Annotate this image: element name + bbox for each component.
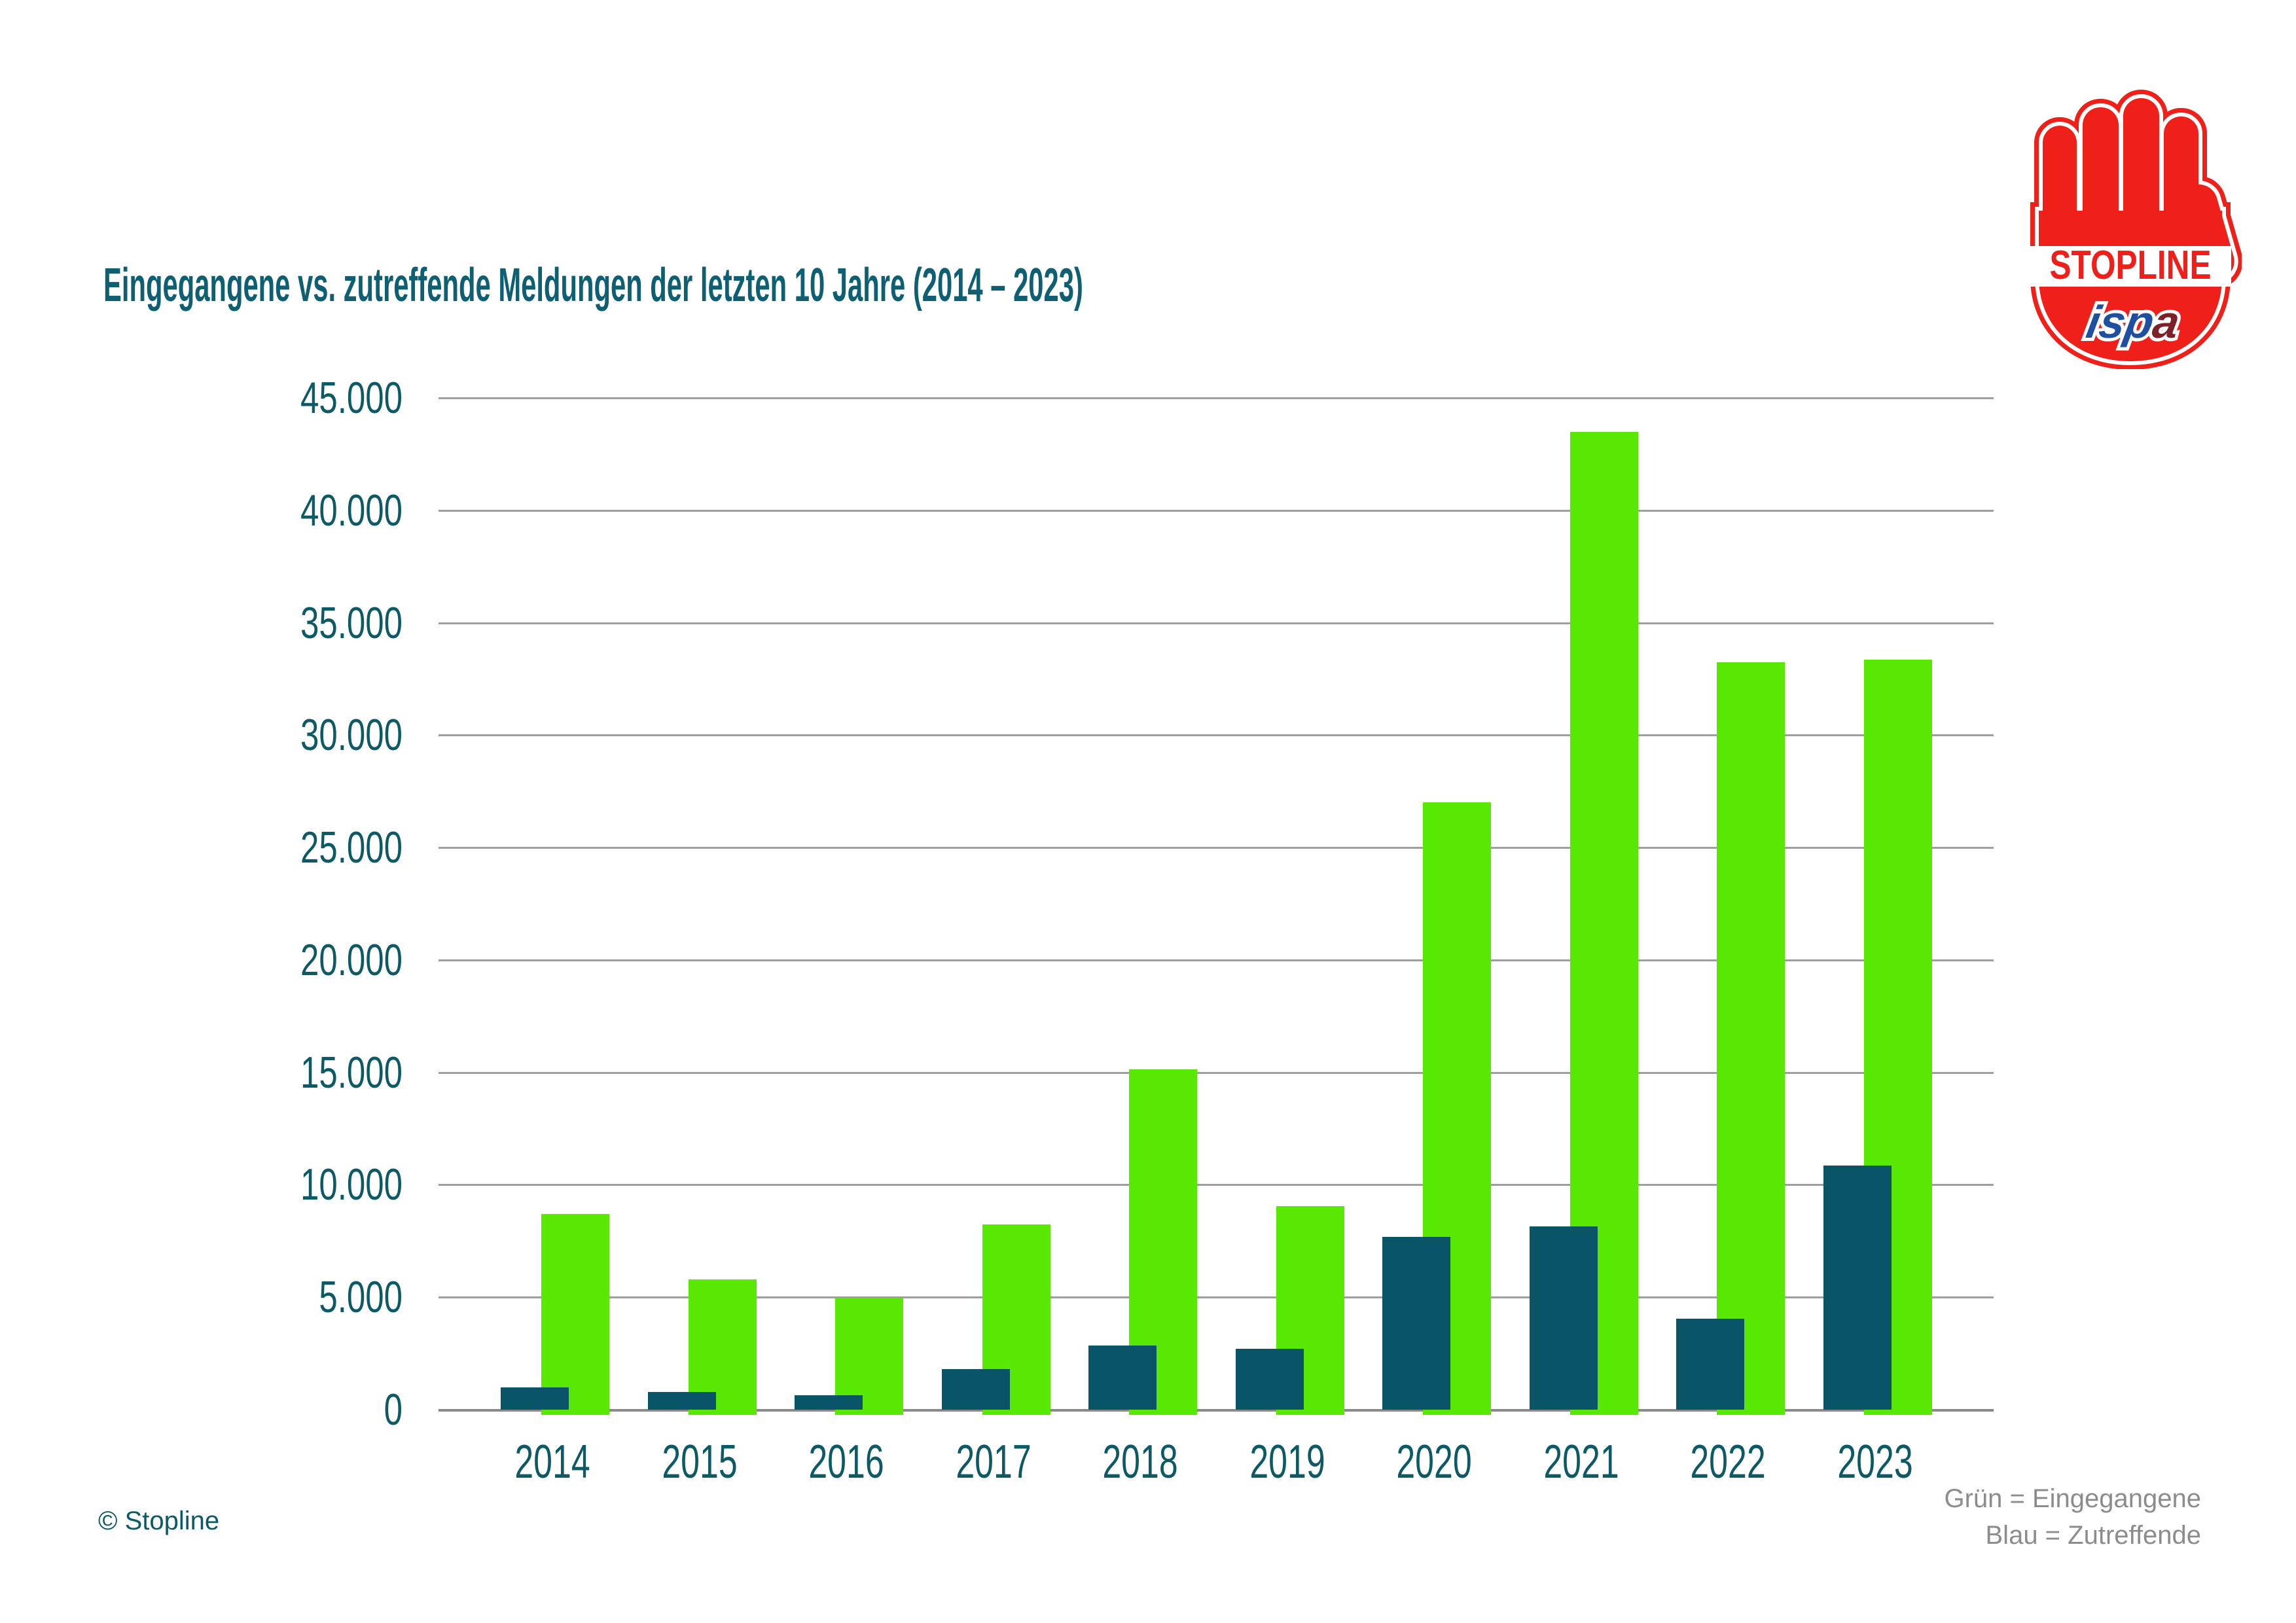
gridline: [439, 1184, 1994, 1186]
bar-zutreffende-2019: [1235, 1349, 1304, 1410]
page-title: Eingegangene vs. zutreffende Meldungen d…: [103, 259, 1083, 312]
x-axis-label-2017: 2017: [956, 1436, 1031, 1488]
x-axis-label-2019: 2019: [1249, 1436, 1325, 1488]
gridline: [439, 734, 1994, 737]
bar-eingegangene-2014: [541, 1214, 609, 1415]
y-axis-tick-label: 35.000: [300, 597, 403, 648]
gridline: [439, 959, 1994, 961]
y-axis-tick-label: 40.000: [300, 485, 403, 535]
x-axis-label-2021: 2021: [1543, 1436, 1619, 1488]
gridline: [439, 1071, 1994, 1074]
legend-blue-label: Blau = Zutreffende: [1985, 1521, 2202, 1550]
bar-zutreffende-2021: [1529, 1226, 1598, 1410]
gridline: [439, 509, 1994, 512]
gridline: [439, 397, 1994, 399]
gridline: [439, 847, 1994, 849]
copyright-text: © Stopline: [98, 1507, 220, 1535]
y-axis-tick-label: 45.000: [300, 373, 403, 423]
chart-legend: Grün = Eingegangene Blau = Zutreffende: [1944, 1480, 2201, 1554]
x-axis-label-2018: 2018: [1102, 1436, 1178, 1488]
bar-zutreffende-2023: [1823, 1166, 1892, 1410]
gridline: [439, 622, 1994, 624]
gridline: [439, 1296, 1994, 1299]
bar-zutreffende-2015: [647, 1391, 716, 1410]
svg-text:ispa: ispa: [2083, 296, 2183, 347]
x-axis-label-2016: 2016: [808, 1436, 884, 1488]
x-axis-label-2015: 2015: [661, 1436, 738, 1488]
y-axis-tick-label: 0: [384, 1385, 403, 1435]
x-axis-label-2014: 2014: [514, 1436, 590, 1488]
y-axis-tick-label: 30.000: [300, 710, 403, 760]
y-axis-tick-label: 25.000: [300, 823, 403, 873]
stopline-ispa-logo: STOPLINE ispa: [2030, 90, 2242, 369]
legend-green-label: Grün = Eingegangene: [1944, 1484, 2201, 1513]
x-axis-label-2023: 2023: [1837, 1436, 1913, 1488]
x-axis-baseline: [439, 1409, 1994, 1412]
logo-band: [2030, 246, 2231, 287]
bar-zutreffende-2017: [941, 1369, 1010, 1410]
bar-eingegangene-2022: [1717, 662, 1785, 1415]
y-axis-tick-label: 10.000: [300, 1160, 403, 1210]
bar-zutreffende-2022: [1676, 1318, 1745, 1410]
y-axis-tick-label: 15.000: [300, 1047, 403, 1097]
bar-chart: 0 5.000 10.000 15.000 20.000 25.000 30.000 35.0…: [0, 376, 2296, 1486]
bar-zutreffende-2020: [1382, 1236, 1451, 1410]
x-axis-label-2022: 2022: [1690, 1436, 1767, 1488]
y-axis-tick-label: 20.000: [300, 935, 403, 985]
logo-stopline-text: STOPLINE: [2049, 242, 2211, 288]
logo-ispa-text: ispa: [2079, 293, 2187, 350]
y-axis-tick-label: 5.000: [319, 1272, 403, 1323]
bar-zutreffende-2016: [795, 1395, 863, 1410]
x-axis-label-2020: 2020: [1396, 1436, 1472, 1488]
bar-zutreffende-2014: [501, 1387, 569, 1410]
bar-zutreffende-2018: [1088, 1346, 1157, 1410]
